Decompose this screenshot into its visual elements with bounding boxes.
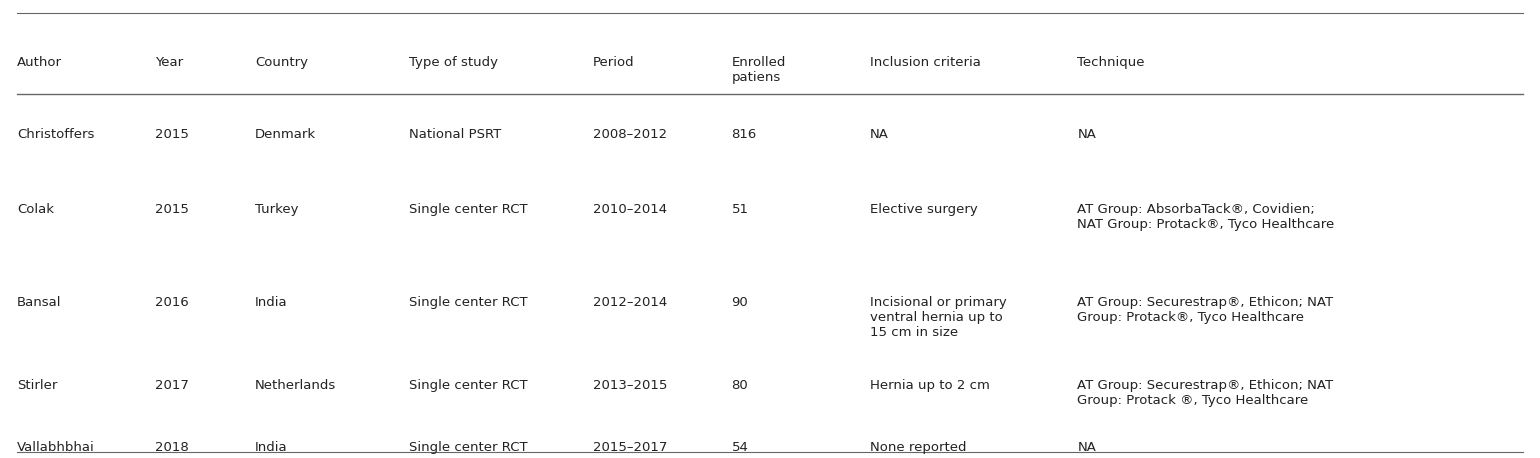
Text: Country: Country: [256, 56, 308, 69]
Text: Single center RCT: Single center RCT: [408, 296, 527, 309]
Text: Technique: Technique: [1078, 56, 1144, 69]
Text: Single center RCT: Single center RCT: [408, 441, 527, 453]
Text: Denmark: Denmark: [256, 128, 316, 141]
Text: Netherlands: Netherlands: [256, 380, 336, 393]
Text: Single center RCT: Single center RCT: [408, 203, 527, 216]
Text: Stirler: Stirler: [17, 380, 57, 393]
Text: 80: 80: [732, 380, 748, 393]
Text: 2012–2014: 2012–2014: [593, 296, 667, 309]
Text: Year: Year: [156, 56, 183, 69]
Text: Type of study: Type of study: [408, 56, 497, 69]
Text: 2010–2014: 2010–2014: [593, 203, 667, 216]
Text: India: India: [256, 296, 288, 309]
Text: NA: NA: [870, 128, 889, 141]
Text: Enrolled
patiens: Enrolled patiens: [732, 56, 785, 84]
Text: AT Group: Securestrap®, Ethicon; NAT
Group: Protack ®, Tyco Healthcare: AT Group: Securestrap®, Ethicon; NAT Gro…: [1078, 380, 1334, 408]
Text: NA: NA: [1078, 128, 1096, 141]
Text: 2016: 2016: [156, 296, 189, 309]
Text: Christoffers: Christoffers: [17, 128, 94, 141]
Text: Turkey: Turkey: [256, 203, 299, 216]
Text: 2017: 2017: [156, 380, 189, 393]
Text: National PSRT: National PSRT: [408, 128, 500, 141]
Text: 2008–2012: 2008–2012: [593, 128, 667, 141]
Text: Period: Period: [593, 56, 634, 69]
Text: Elective surgery: Elective surgery: [870, 203, 978, 216]
Text: None reported: None reported: [870, 441, 967, 453]
Text: NA: NA: [1078, 441, 1096, 453]
Text: 54: 54: [732, 441, 748, 453]
Text: Hernia up to 2 cm: Hernia up to 2 cm: [870, 380, 990, 393]
Text: 2015–2017: 2015–2017: [593, 441, 668, 453]
Text: 2015: 2015: [156, 203, 189, 216]
Text: Inclusion criteria: Inclusion criteria: [870, 56, 981, 69]
Text: Colak: Colak: [17, 203, 54, 216]
Text: Author: Author: [17, 56, 62, 69]
Text: 2015: 2015: [156, 128, 189, 141]
Text: AT Group: AbsorbaTack®, Covidien;
NAT Group: Protack®, Tyco Healthcare: AT Group: AbsorbaTack®, Covidien; NAT Gr…: [1078, 203, 1335, 231]
Text: AT Group: Securestrap®, Ethicon; NAT
Group: Protack®, Tyco Healthcare: AT Group: Securestrap®, Ethicon; NAT Gro…: [1078, 296, 1334, 324]
Text: 2013–2015: 2013–2015: [593, 380, 668, 393]
Text: 90: 90: [732, 296, 748, 309]
Text: Single center RCT: Single center RCT: [408, 380, 527, 393]
Text: India: India: [256, 441, 288, 453]
Text: 2018: 2018: [156, 441, 189, 453]
Text: 816: 816: [732, 128, 756, 141]
Text: Vallabhbhai: Vallabhbhai: [17, 441, 94, 453]
Text: 51: 51: [732, 203, 748, 216]
Text: Incisional or primary
ventral hernia up to
15 cm in size: Incisional or primary ventral hernia up …: [870, 296, 1007, 339]
Text: Bansal: Bansal: [17, 296, 62, 309]
